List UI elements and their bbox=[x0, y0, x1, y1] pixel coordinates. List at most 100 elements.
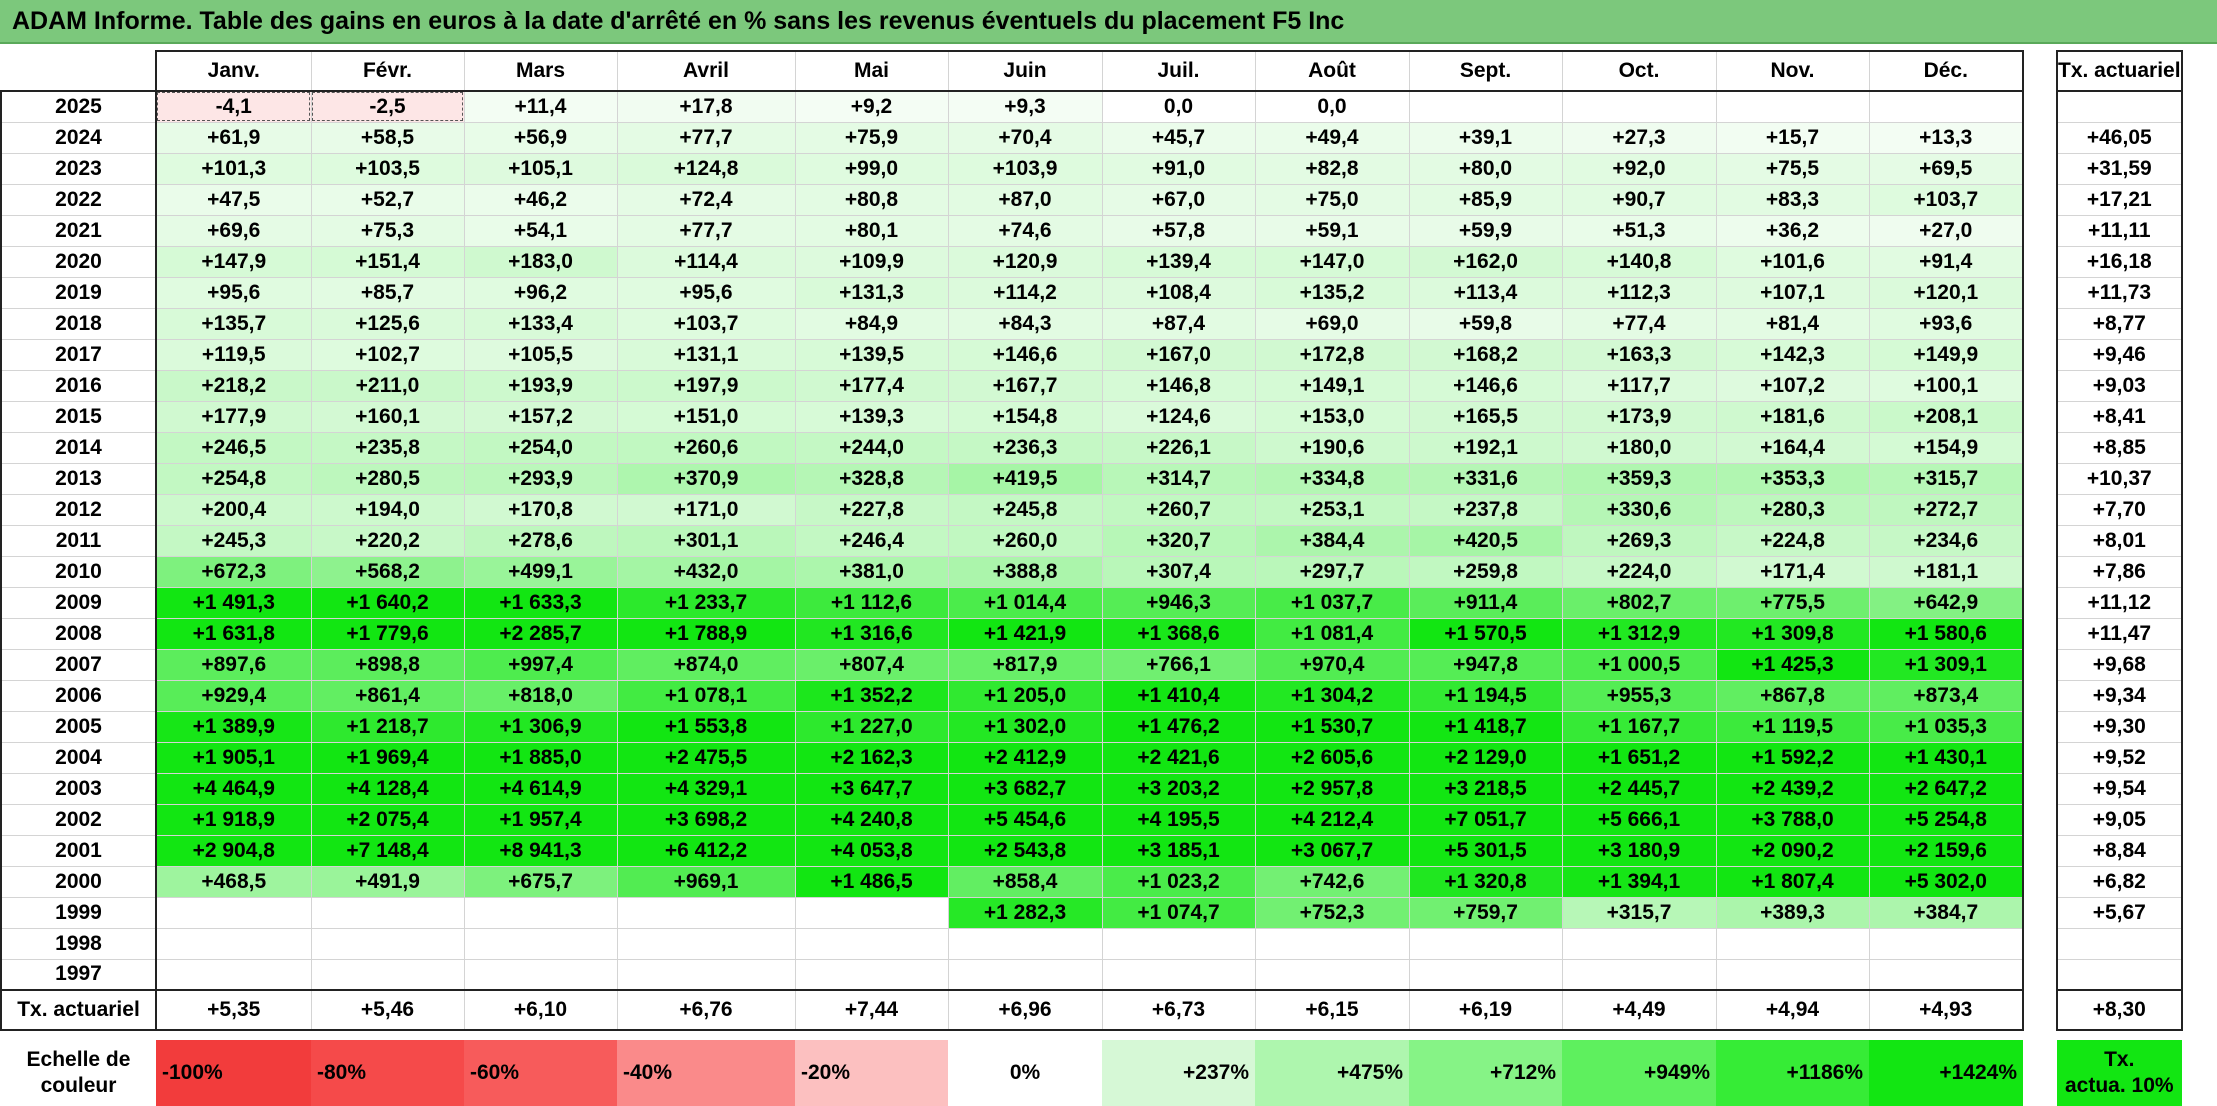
cell-oct: +1 000,5 bbox=[1561, 648, 1717, 681]
table-row: 1997 bbox=[0, 958, 2183, 991]
cell-juin: +2 543,8 bbox=[947, 834, 1103, 867]
cell-juin: +1 014,4 bbox=[947, 586, 1103, 619]
cell-sept: +2 129,0 bbox=[1408, 741, 1563, 774]
cell-sept: +331,6 bbox=[1408, 462, 1563, 495]
year-label: 2004 bbox=[0, 741, 157, 774]
annual-rate: +10,37 bbox=[2056, 462, 2183, 495]
cell-juin: +858,4 bbox=[947, 865, 1103, 898]
cell-dec: +642,9 bbox=[1868, 586, 2024, 619]
cell-aout: +384,4 bbox=[1254, 524, 1410, 557]
cell-mars: +1 957,4 bbox=[463, 803, 618, 836]
cell-sept: +7 051,7 bbox=[1408, 803, 1563, 836]
year-label: 2018 bbox=[0, 307, 157, 340]
column-gap bbox=[2022, 897, 2058, 928]
cell-aout: +172,8 bbox=[1254, 338, 1410, 371]
annual-rate: +46,05 bbox=[2056, 121, 2183, 154]
cell-mars: +1 885,0 bbox=[463, 741, 618, 774]
cell-aout: +49,4 bbox=[1254, 121, 1410, 154]
cell-fevr: +235,8 bbox=[310, 431, 465, 464]
cell-aout: +253,1 bbox=[1254, 493, 1410, 526]
cell-fevr: +220,2 bbox=[310, 524, 465, 557]
annual-rate: +9,05 bbox=[2056, 803, 2183, 836]
cell-janv: +2 904,8 bbox=[155, 834, 312, 867]
cell-oct: +5 666,1 bbox=[1561, 803, 1717, 836]
cell-janv: +929,4 bbox=[155, 679, 312, 712]
cell-juil: +3 203,2 bbox=[1101, 772, 1256, 805]
cell-oct: +1 312,9 bbox=[1561, 617, 1717, 650]
cell-juil bbox=[1101, 927, 1256, 960]
year-label: 2008 bbox=[0, 617, 157, 650]
cell-janv: +200,4 bbox=[155, 493, 312, 526]
cell-mars: +133,4 bbox=[463, 307, 618, 340]
cell-juin: +84,3 bbox=[947, 307, 1103, 340]
column-gap bbox=[2022, 773, 2058, 804]
cell-dec bbox=[1868, 958, 2024, 991]
year-label: 2014 bbox=[0, 431, 157, 464]
cell-nov: +171,4 bbox=[1715, 555, 1870, 588]
cell-fevr: +160,1 bbox=[310, 400, 465, 433]
cell-avril: +1 078,1 bbox=[616, 679, 796, 712]
cell-nov: +164,4 bbox=[1715, 431, 1870, 464]
cell-sept: +59,9 bbox=[1408, 214, 1563, 247]
cell-juin: +154,8 bbox=[947, 400, 1103, 433]
cell-oct: +330,6 bbox=[1561, 493, 1717, 526]
cell-mars: +1 633,3 bbox=[463, 586, 618, 619]
color-scale-tx-line2: actua. 10% bbox=[2065, 1074, 2174, 1097]
table-row: 2007 +897,6 +898,8 +997,4 +874,0 +807,4 +817,9… bbox=[0, 648, 2183, 681]
column-gap bbox=[2022, 587, 2058, 618]
column-gap bbox=[2022, 959, 2058, 990]
cell-oct: +224,0 bbox=[1561, 555, 1717, 588]
cell-juin: +5 454,6 bbox=[947, 803, 1103, 836]
column-gap bbox=[2022, 246, 2058, 277]
cell-aout: +149,1 bbox=[1254, 369, 1410, 402]
color-scale-swatch: 0% bbox=[948, 1040, 1102, 1106]
cell-nov: +75,5 bbox=[1715, 152, 1870, 185]
cell-nov: +867,8 bbox=[1715, 679, 1870, 712]
column-gap bbox=[2022, 680, 2058, 711]
cell-aout: +69,0 bbox=[1254, 307, 1410, 340]
cell-mars: +105,5 bbox=[463, 338, 618, 371]
cell-sept bbox=[1408, 927, 1563, 960]
header-row: Janv. Févr. Mars Avril Mai Juin Juil. Août Sept.… bbox=[1, 50, 2183, 92]
year-label: 2006 bbox=[0, 679, 157, 712]
cell-nov: +83,3 bbox=[1715, 183, 1870, 216]
annual-rate: +9,03 bbox=[2056, 369, 2183, 402]
annual-rate bbox=[2056, 958, 2183, 991]
cell-dec: +873,4 bbox=[1868, 679, 2024, 712]
cell-juin: +1 421,9 bbox=[947, 617, 1103, 650]
cell-juin: +245,8 bbox=[947, 493, 1103, 526]
cell-mai bbox=[794, 958, 949, 991]
cell-dec: +5 302,0 bbox=[1868, 865, 2024, 898]
year-label: 2020 bbox=[0, 245, 157, 278]
column-gap bbox=[2022, 835, 2058, 866]
cell-avril: +72,4 bbox=[616, 183, 796, 216]
cell-fevr bbox=[310, 896, 465, 929]
annual-rate: +8,77 bbox=[2056, 307, 2183, 340]
annual-rate: +8,84 bbox=[2056, 834, 2183, 867]
cell-nov: +389,3 bbox=[1715, 896, 1870, 929]
cell-dec: +69,5 bbox=[1868, 152, 2024, 185]
cell-janv: +1 905,1 bbox=[155, 741, 312, 774]
year-label: 1997 bbox=[0, 958, 157, 991]
cell-sept: +192,1 bbox=[1408, 431, 1563, 464]
cell-janv: +61,9 bbox=[155, 121, 312, 154]
cell-juil: +1 074,7 bbox=[1101, 896, 1256, 929]
cell-nov: +1 309,8 bbox=[1715, 617, 1870, 650]
table-row: 2013 +254,8 +280,5 +293,9 +370,9 +328,8 +419,5… bbox=[0, 462, 2183, 495]
cell-oct: +51,3 bbox=[1561, 214, 1717, 247]
cell-nov: +1 592,2 bbox=[1715, 741, 1870, 774]
cell-sept: +947,8 bbox=[1408, 648, 1563, 681]
cell-fevr: +568,2 bbox=[310, 555, 465, 588]
column-gap bbox=[2022, 990, 2058, 1030]
color-scale-swatch: +949% bbox=[1562, 1040, 1716, 1106]
cell-avril: +197,9 bbox=[616, 369, 796, 402]
table-row: 2020 +147,9 +151,4 +183,0 +114,4 +109,9 +120,9… bbox=[0, 245, 2183, 278]
cell-sept: +1 194,5 bbox=[1408, 679, 1563, 712]
cell-juil: +45,7 bbox=[1101, 121, 1256, 154]
annual-rate: +11,73 bbox=[2056, 276, 2183, 309]
cell-oct: +163,3 bbox=[1561, 338, 1717, 371]
cell-avril bbox=[616, 958, 796, 991]
cell-oct: +2 445,7 bbox=[1561, 772, 1717, 805]
cell-fevr: +2 075,4 bbox=[310, 803, 465, 836]
cell-nov: +2 090,2 bbox=[1715, 834, 1870, 867]
